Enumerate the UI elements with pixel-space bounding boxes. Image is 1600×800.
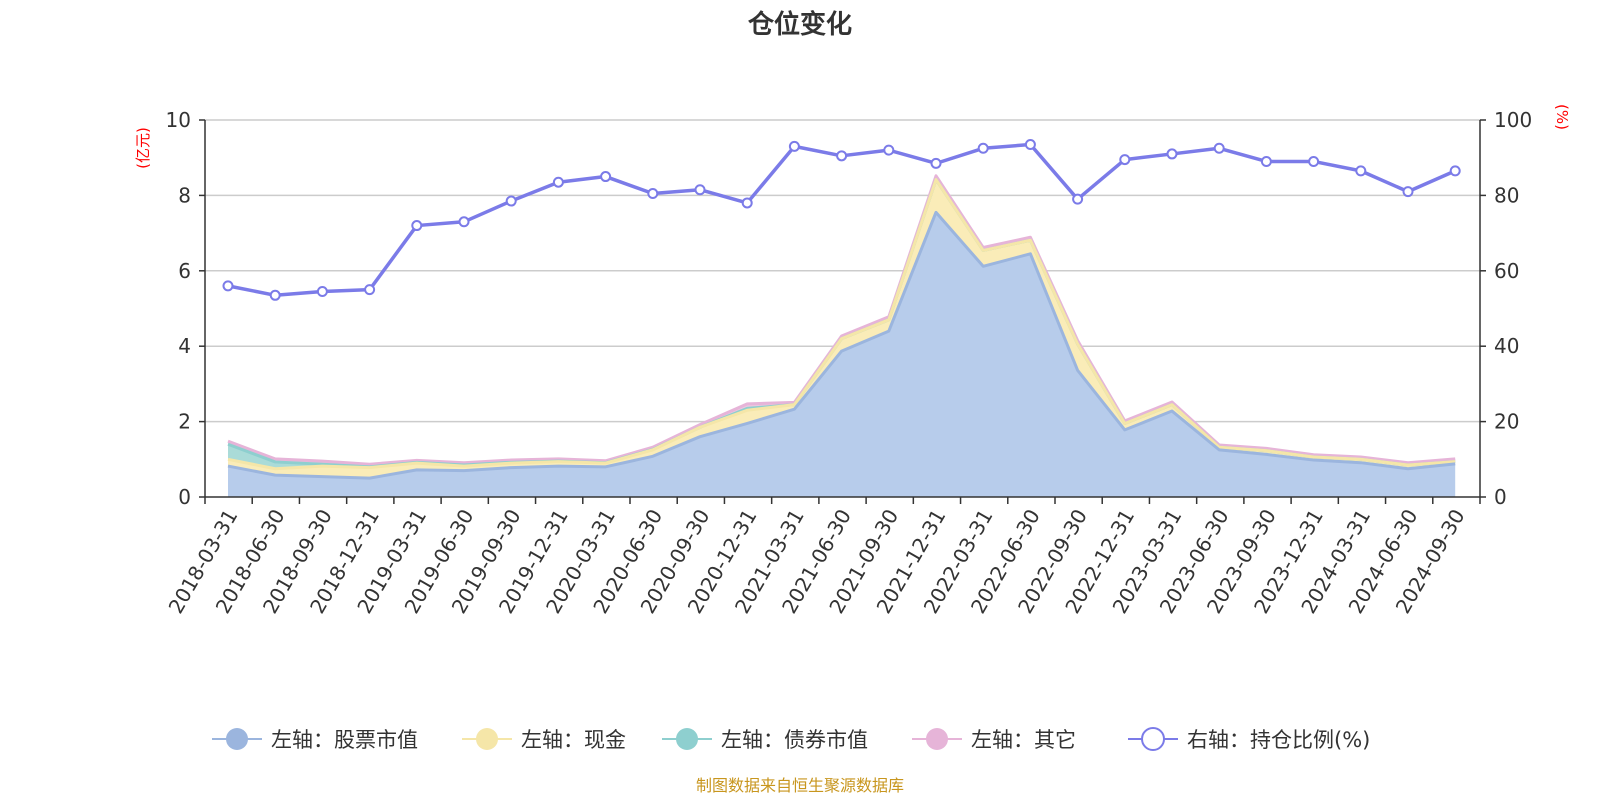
chart-title: 仓位变化: [747, 9, 852, 40]
ratio-point: [318, 287, 327, 296]
ratio-point: [507, 197, 516, 206]
legend-label-3: 左轴：债券市值: [721, 728, 868, 752]
source-note: 制图数据来自恒生聚源数据库: [696, 776, 904, 795]
ratio-point: [1451, 166, 1460, 175]
ratio-point: [1168, 149, 1177, 158]
ratio-point: [837, 151, 846, 160]
ratio-point: [743, 198, 752, 207]
right-axis-unit: (%): [1553, 104, 1571, 130]
ratio-point: [1215, 144, 1224, 153]
ratio-point: [1120, 155, 1129, 164]
legend-label-2: 左轴：现金: [521, 728, 626, 752]
left-tick-label: 10: [166, 108, 191, 132]
legend-label-1: 左轴：股票市值: [271, 728, 418, 752]
ratio-point: [1404, 187, 1413, 196]
ratio-point: [790, 142, 799, 151]
left-tick-label: 6: [178, 259, 191, 283]
ratio-point: [932, 159, 941, 168]
ratio-point: [271, 291, 280, 300]
right-tick-label: 100: [1494, 108, 1532, 132]
right-tick-label: 40: [1494, 334, 1519, 358]
left-tick-label: 8: [178, 183, 191, 207]
ratio-line: [224, 140, 1460, 300]
left-axis-unit: (亿元): [134, 127, 152, 169]
right-tick-label: 80: [1494, 183, 1519, 207]
ratio-point: [648, 189, 657, 198]
ratio-point: [979, 144, 988, 153]
legend-marker-4: [926, 728, 948, 750]
ratio-point: [412, 221, 421, 230]
ratio-point: [1356, 166, 1365, 175]
ratio-point: [365, 285, 374, 294]
ratio-point: [1026, 140, 1035, 149]
ratio-point: [460, 217, 469, 226]
legend-marker-3: [676, 728, 698, 750]
right-tick-label: 0: [1494, 485, 1507, 509]
left-tick-label: 0: [178, 485, 191, 509]
legend-marker-2: [476, 728, 498, 750]
legend: 左轴：股票市值 左轴：现金 左轴：债券市值 左轴：其它 右轴：持仓比例(%): [212, 728, 1370, 752]
ratio-polyline: [228, 145, 1455, 296]
left-tick-label: 4: [178, 334, 191, 358]
ratio-point: [554, 178, 563, 187]
ratio-point: [696, 185, 705, 194]
ratio-point: [224, 281, 233, 290]
legend-label-4: 左轴：其它: [971, 728, 1076, 752]
right-tick-label: 20: [1494, 410, 1519, 434]
ratio-point: [1309, 157, 1318, 166]
left-tick-label: 2: [178, 410, 191, 434]
right-tick-label: 60: [1494, 259, 1519, 283]
ratio-point: [1073, 195, 1082, 204]
legend-label-5: 右轴：持仓比例(%): [1187, 728, 1370, 752]
ratio-point: [1262, 157, 1271, 166]
legend-marker-1: [226, 728, 248, 750]
ratio-point: [884, 146, 893, 155]
ratio-point: [601, 172, 610, 181]
legend-marker-5: [1142, 728, 1164, 750]
